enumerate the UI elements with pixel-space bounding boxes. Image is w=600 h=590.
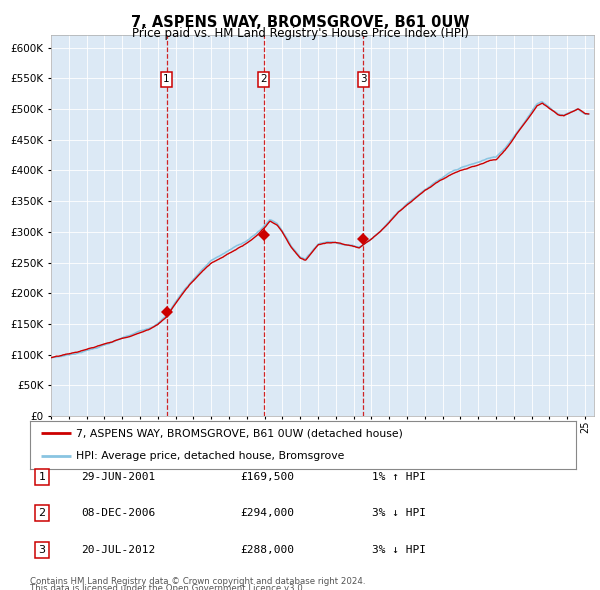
Text: Price paid vs. HM Land Registry's House Price Index (HPI): Price paid vs. HM Land Registry's House …	[131, 27, 469, 40]
Text: Contains HM Land Registry data © Crown copyright and database right 2024.: Contains HM Land Registry data © Crown c…	[30, 577, 365, 586]
Text: 1: 1	[38, 472, 46, 481]
Text: 3: 3	[38, 545, 46, 555]
Text: 20-JUL-2012: 20-JUL-2012	[81, 545, 155, 555]
Text: £169,500: £169,500	[240, 472, 294, 481]
Text: 2: 2	[38, 509, 46, 518]
Text: 08-DEC-2006: 08-DEC-2006	[81, 509, 155, 518]
Text: 7, ASPENS WAY, BROMSGROVE, B61 0UW: 7, ASPENS WAY, BROMSGROVE, B61 0UW	[131, 15, 469, 30]
Text: 29-JUN-2001: 29-JUN-2001	[81, 472, 155, 481]
Text: 2: 2	[260, 74, 267, 84]
Text: 1% ↑ HPI: 1% ↑ HPI	[372, 472, 426, 481]
Text: £288,000: £288,000	[240, 545, 294, 555]
Text: 3: 3	[360, 74, 367, 84]
Text: £294,000: £294,000	[240, 509, 294, 518]
Text: 1: 1	[163, 74, 170, 84]
Text: 3% ↓ HPI: 3% ↓ HPI	[372, 545, 426, 555]
Text: HPI: Average price, detached house, Bromsgrove: HPI: Average price, detached house, Brom…	[76, 451, 345, 461]
Text: 3% ↓ HPI: 3% ↓ HPI	[372, 509, 426, 518]
Text: 7, ASPENS WAY, BROMSGROVE, B61 0UW (detached house): 7, ASPENS WAY, BROMSGROVE, B61 0UW (deta…	[76, 428, 403, 438]
Text: This data is licensed under the Open Government Licence v3.0.: This data is licensed under the Open Gov…	[30, 584, 305, 590]
